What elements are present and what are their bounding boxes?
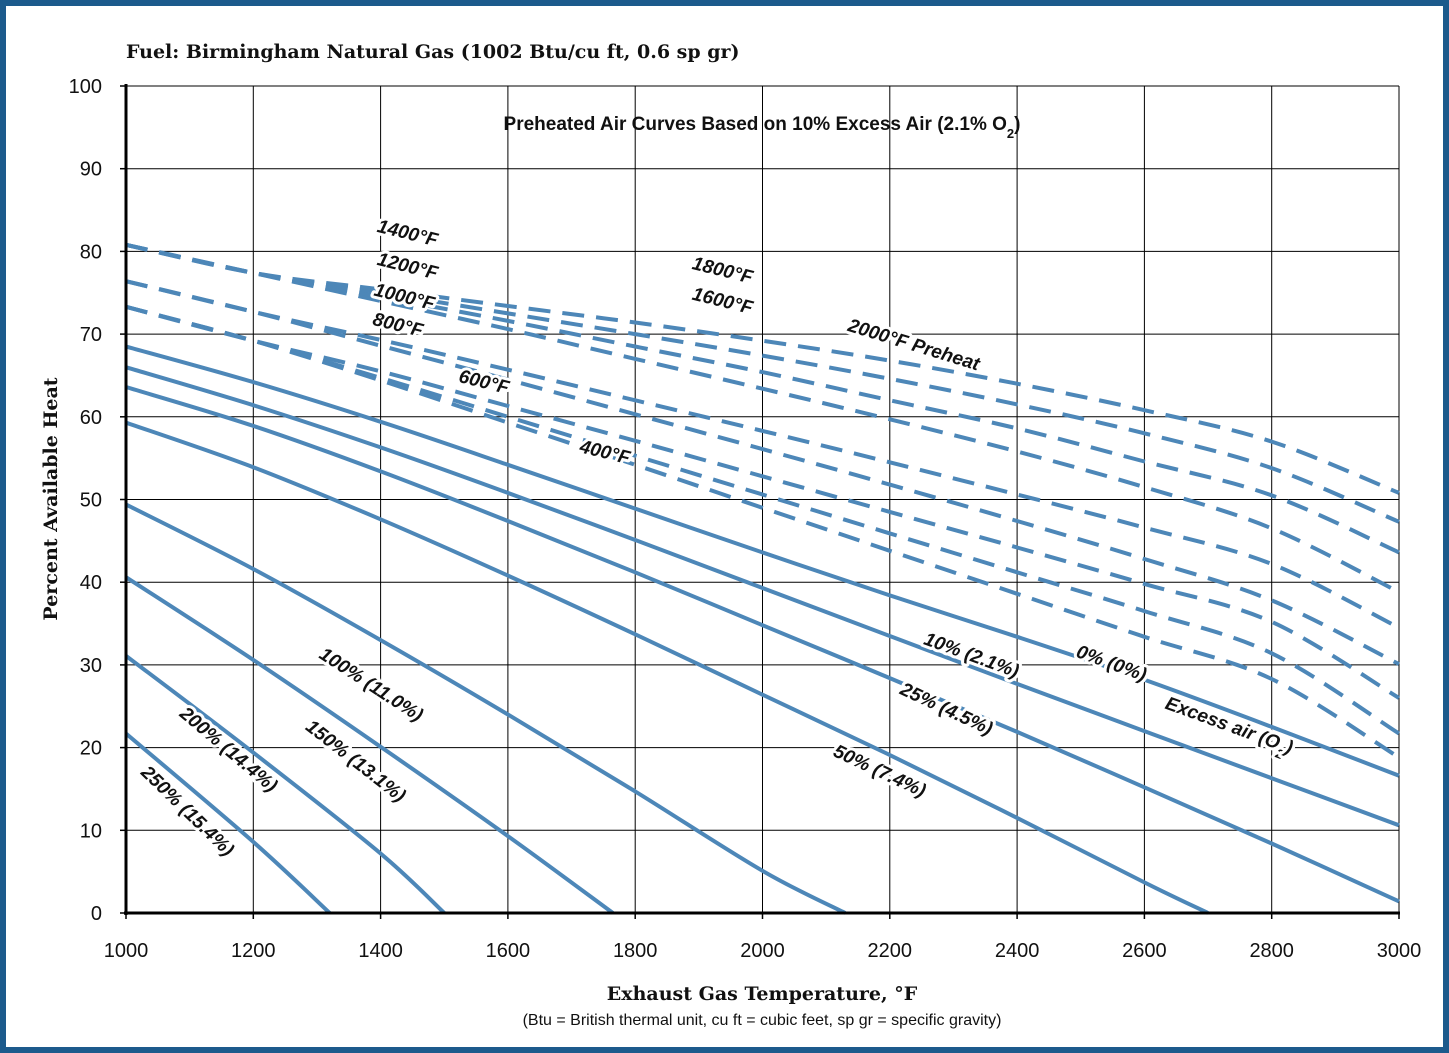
series-line-1800f [125, 242, 1400, 524]
footnote: (Btu = British thermal unit, cu ft = cub… [523, 1012, 1002, 1029]
inner-title-end: ) [1014, 114, 1020, 135]
series-line-250-15-4 [124, 731, 332, 915]
y-tick-label: 10 [80, 820, 102, 842]
series-line-1600f [125, 242, 1400, 555]
series-layer [124, 242, 1401, 915]
series-line-100-11-0 [125, 502, 847, 915]
series-line-150-13-1 [124, 575, 615, 915]
curve-label-25-4-5: 25% (4.5%) [896, 679, 996, 740]
x-tick-label: 2800 [1249, 940, 1294, 962]
x-tick-label: 1200 [231, 940, 276, 962]
y-tick-label: 90 [80, 159, 102, 181]
x-tick-label: 1400 [358, 940, 403, 962]
x-tick-label: 2600 [1122, 940, 1167, 962]
curve-label-0-0: 0% (0%) [1073, 642, 1149, 687]
series-line-800f [125, 304, 1401, 700]
curve-label-200-14-4: 200% (14.4%) [175, 703, 282, 797]
series-line-600f [125, 304, 1401, 736]
fuel-title: Fuel: Birmingham Natural Gas (1002 Btu/c… [126, 41, 740, 63]
inner-title-main: Preheated Air Curves Based on 10% Excess… [504, 114, 1007, 135]
series-line-400f [125, 304, 1401, 760]
y-tick-label: 100 [69, 76, 102, 98]
x-tick-label: 3000 [1377, 940, 1422, 962]
series-line-1400f [125, 242, 1400, 594]
y-tick-label: 70 [80, 324, 102, 346]
curve-label-1800f: 1800°F [690, 253, 756, 289]
curve-label-250-15-4: 250% (15.4%) [136, 761, 238, 860]
inner-title: Preheated Air Curves Based on 10% Excess… [504, 114, 1021, 141]
series-line-50-7-4 [125, 420, 1209, 915]
series-line-25-4-5 [125, 385, 1400, 904]
x-tick-label: 2000 [740, 940, 785, 962]
y-tick-label: 0 [91, 903, 102, 925]
curve-label-1400f: 1400°F [375, 216, 441, 252]
x-tick-label: 1600 [486, 940, 531, 962]
y-tick-label: 20 [80, 738, 102, 760]
x-tick-label: 1000 [104, 940, 149, 962]
curve-label-1600f: 1600°F [690, 284, 756, 320]
y-tick-label: 30 [80, 655, 102, 677]
curve-label-400f: 400°F [577, 436, 634, 469]
series-line-1200f [125, 279, 1400, 630]
series-line-0-0 [125, 344, 1400, 778]
x-tick-label: 2400 [995, 940, 1040, 962]
y-tick-label: 50 [80, 490, 102, 512]
curve-label-800f: 800°F [371, 309, 427, 342]
y-tick-label: 40 [80, 572, 102, 594]
axis-layer: 1000 1200 1400 1600 1800 2000 2200 2400 2600 2800… [69, 76, 1422, 962]
y-tick-label: 80 [80, 241, 102, 263]
series-line-10-2-1 [125, 365, 1400, 828]
series-line-2000f-preheat [125, 242, 1400, 495]
curve-label-10-2-1: 10% (2.1%) [921, 629, 1021, 683]
curve-label-1200f: 1200°F [375, 249, 441, 285]
x-axis-title: Exhaust Gas Temperature, °F [607, 983, 918, 1005]
inner-title-subscript: 2 [1007, 126, 1014, 141]
y-axis-title: Percent Available Heat [40, 377, 62, 620]
y-tick-label: 60 [80, 407, 102, 429]
grid-layer [126, 85, 1400, 913]
series-line-200-14-4 [124, 654, 446, 915]
x-tick-label: 2200 [868, 940, 913, 962]
series-line-1000f [125, 279, 1400, 666]
x-tick-label: 1800 [613, 940, 658, 962]
